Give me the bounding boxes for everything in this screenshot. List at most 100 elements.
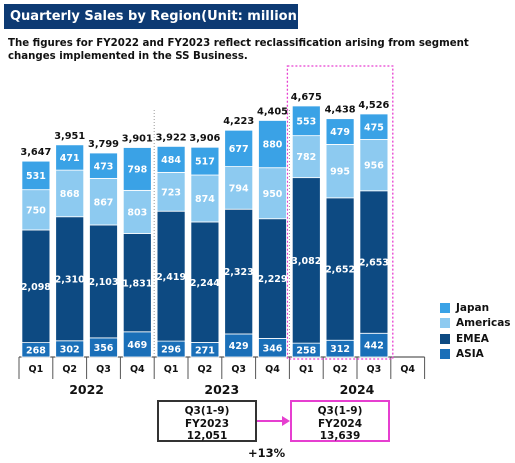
x-tick-label: Q4 (265, 364, 280, 375)
data-label: 677 (229, 144, 249, 155)
x-tick-label: Q1 (29, 364, 44, 375)
data-label: 296 (161, 345, 181, 356)
bar-segment-americas (156, 171, 186, 212)
growth-label: +13% (248, 446, 286, 460)
bar-segment-americas (55, 169, 85, 218)
data-label: 517 (195, 157, 215, 168)
x-tick-label: Q2 (198, 364, 213, 375)
data-label: 867 (94, 197, 114, 208)
x-tick-label: Q2 (333, 364, 348, 375)
data-label: 475 (364, 122, 384, 133)
summary-fy2023-year: FY2023 (185, 417, 229, 430)
bar-segment-americas (190, 174, 220, 223)
bar-segment-japan (258, 120, 287, 169)
total-label: 3,901 (122, 134, 153, 145)
legend-label: ASIA (456, 348, 484, 361)
total-label: 4,675 (291, 92, 322, 103)
data-label: 956 (364, 161, 384, 172)
year-label: 2023 (204, 382, 239, 397)
data-label: 2,244 (190, 278, 220, 289)
total-label: 3,906 (189, 133, 220, 144)
data-label: 442 (364, 341, 384, 352)
data-label: 2,323 (224, 267, 254, 278)
legend-item: ASIA (440, 347, 511, 363)
data-label: 874 (195, 194, 215, 205)
data-label: 2,103 (88, 277, 118, 288)
x-tick-label: Q4 (130, 364, 145, 375)
total-label: 4,526 (358, 100, 389, 111)
x-tick-label: Q3 (231, 364, 246, 375)
legend: Japan Americas EMEA ASIA (440, 300, 511, 362)
data-label: 803 (127, 208, 147, 219)
bar-segment-emea (224, 208, 254, 335)
data-label: 471 (60, 153, 80, 164)
summary-box-fy2023: Q3(1-9) FY2023 12,051 (157, 400, 257, 442)
chart-title: Quarterly Sales by Region(Unit: million … (4, 4, 334, 29)
legend-item: Japan (440, 300, 511, 316)
bar-segment-asia (122, 331, 152, 358)
legend-item: EMEA (440, 331, 511, 347)
bar-segment-americas (258, 167, 287, 220)
legend-label: Americas (456, 317, 511, 330)
data-label: 479 (330, 127, 350, 138)
bar-segment-americas (224, 166, 254, 210)
data-label: 3,082 (291, 256, 321, 267)
data-label: 2,310 (55, 274, 85, 285)
summary-box-fy2024: Q3(1-9) FY2024 13,639 (290, 400, 390, 442)
data-label: 484 (161, 155, 181, 166)
bar-segment-americas (122, 189, 152, 234)
data-label: 2,419 (156, 272, 186, 283)
legend-swatch (440, 349, 450, 360)
x-tick-label: Q4 (400, 364, 415, 375)
data-label: 258 (296, 346, 316, 357)
data-label: 531 (26, 171, 46, 182)
data-label: 950 (263, 189, 283, 200)
data-label: 302 (60, 344, 80, 355)
bar-segment-emea (122, 233, 152, 333)
bar-segment-japan (55, 144, 85, 171)
bar-segment-emea (190, 221, 220, 343)
data-label: 553 (296, 116, 316, 127)
data-label: 995 (330, 167, 350, 178)
bar-segment-americas (21, 189, 51, 231)
fy2024-highlight-box (286, 65, 394, 360)
bar-segment-japan (190, 146, 220, 176)
bar-segment-japan (122, 147, 152, 191)
bar-segment-japan (291, 105, 321, 137)
summary-fy2024-value: 13,639 (319, 430, 361, 442)
total-label: 4,438 (325, 105, 356, 116)
summary-fy2023-value: 12,051 (186, 430, 228, 442)
data-label: 2,652 (325, 265, 355, 276)
bar-segment-japan (89, 152, 118, 179)
data-label: 473 (94, 161, 114, 172)
bar-segment-emea (55, 216, 85, 342)
legend-label: Japan (456, 301, 490, 314)
summary-fy2024-year: FY2024 (318, 417, 362, 430)
data-label: 782 (296, 152, 316, 163)
total-label: 3,922 (156, 132, 187, 143)
x-tick-label: Q2 (62, 364, 77, 375)
total-label: 3,647 (20, 147, 51, 158)
data-label: 798 (127, 165, 147, 176)
legend-swatch (440, 318, 450, 329)
summary-fy2023-period: Q3(1-9) (184, 405, 230, 417)
total-label: 4,405 (257, 106, 288, 117)
data-label: 880 (263, 140, 283, 151)
legend-swatch (440, 333, 450, 344)
x-tick-label: Q1 (164, 364, 179, 375)
data-label: 868 (60, 189, 80, 200)
data-label: 2,098 (21, 282, 51, 293)
year-label: 2024 (340, 382, 375, 397)
data-label: 2,229 (257, 274, 287, 285)
bar-segment-japan (325, 118, 355, 145)
bar-segment-japan (156, 145, 186, 173)
data-label: 356 (94, 343, 114, 354)
data-label: 1,831 (122, 278, 152, 289)
data-label: 312 (330, 344, 350, 355)
bar-segment-japan (21, 160, 51, 191)
growth-arrow-head (282, 416, 290, 426)
chart-note: The figures for FY2022 and FY2023 reflec… (8, 38, 469, 62)
legend-label: EMEA (456, 332, 489, 345)
legend-item: Americas (440, 316, 511, 332)
